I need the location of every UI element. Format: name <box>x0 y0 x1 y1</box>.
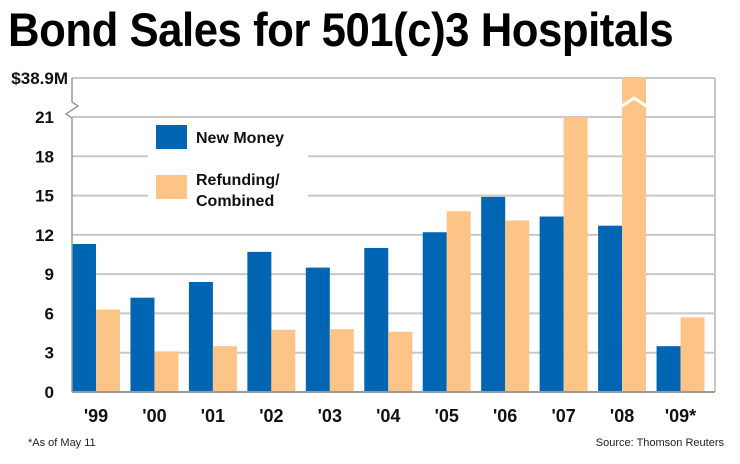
y-tick-label: 21 <box>35 108 54 127</box>
y-tick-label: 9 <box>45 265 54 284</box>
legend-swatch <box>156 175 187 199</box>
legend-label: New Money <box>196 130 284 147</box>
bars <box>72 78 705 392</box>
x-tick-label: '02 <box>259 406 283 426</box>
bar-refunding-02 <box>271 329 296 392</box>
y-break-top-label: $38.9M <box>11 69 68 88</box>
bar-new-money-01 <box>188 282 213 392</box>
x-tick-label: '05 <box>435 406 459 426</box>
bar-refunding-99 <box>96 309 120 392</box>
x-tick-label: '06 <box>493 406 517 426</box>
chart-title: Bond Sales for 501(c)3 Hospitals <box>8 3 674 56</box>
legend-label: Combined <box>196 193 274 210</box>
bar-new-money-06 <box>481 196 506 392</box>
legend-swatch <box>156 125 187 149</box>
bar-refunding-00 <box>154 351 179 392</box>
footnote: *As of May 11 <box>28 437 96 449</box>
legend-label: Refunding/ <box>196 172 280 189</box>
y-axis-with-break <box>64 78 80 392</box>
x-tick-label: '01 <box>201 406 225 426</box>
bar-refunding-01 <box>212 346 237 392</box>
axes <box>64 78 715 393</box>
y-tick-label: 3 <box>45 344 54 363</box>
bar-refunding-08 <box>622 78 647 392</box>
bar-refunding-09 <box>680 317 705 392</box>
x-tick-label: '99 <box>84 406 108 426</box>
bar-refunding-07 <box>563 117 588 392</box>
bar-new-money-03 <box>305 267 330 392</box>
bar-new-money-07 <box>539 216 564 392</box>
y-tick-label: 12 <box>35 226 54 245</box>
bar-new-money-08 <box>598 225 623 392</box>
y-tick-label: 18 <box>35 147 54 166</box>
legend: New Money Refunding/Combined <box>148 118 308 218</box>
x-tick-labels: '99 '00 '01 '02 '03 '04 '05 '06 '07 '08 '09* <box>84 406 696 426</box>
bar-new-money-09 <box>656 346 681 392</box>
bar-refunding-05 <box>446 211 471 392</box>
x-tick-label: '07 <box>551 406 575 426</box>
bar-new-money-04 <box>364 247 389 392</box>
bar-new-money-02 <box>247 251 272 392</box>
x-tick-label: '03 <box>318 406 342 426</box>
y-tick-label: 15 <box>35 187 54 206</box>
x-tick-label: '09* <box>665 406 696 426</box>
bar-refunding-03 <box>329 329 354 392</box>
bar-refunding-04 <box>388 331 413 392</box>
y-tick-label: 0 <box>45 383 54 402</box>
x-tick-label: '00 <box>142 406 166 426</box>
source-credit: Source: Thomson Reuters <box>596 437 725 449</box>
y-tick-label: 6 <box>45 304 54 323</box>
bar-new-money-05 <box>422 232 447 392</box>
bar-refunding-06 <box>505 220 530 392</box>
y-tick-labels: 0 3 6 9 12 15 18 21 $38.9M <box>11 69 68 402</box>
x-tick-label: '04 <box>376 406 400 426</box>
bar-break-mark <box>621 96 647 108</box>
x-tick-label: '08 <box>610 406 634 426</box>
bar-new-money-00 <box>130 297 155 392</box>
gridlines <box>72 77 716 392</box>
bar-new-money-99 <box>72 244 96 392</box>
